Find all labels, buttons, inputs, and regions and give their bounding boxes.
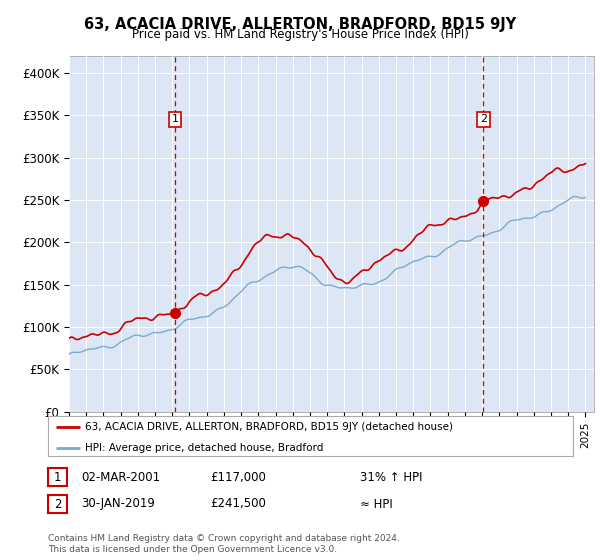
Text: 63, ACACIA DRIVE, ALLERTON, BRADFORD, BD15 9JY: 63, ACACIA DRIVE, ALLERTON, BRADFORD, BD…	[84, 17, 516, 32]
Text: 2: 2	[54, 497, 61, 511]
Text: HPI: Average price, detached house, Bradford: HPI: Average price, detached house, Brad…	[85, 442, 323, 452]
Text: 30-JAN-2019: 30-JAN-2019	[81, 497, 155, 511]
Text: 1: 1	[54, 470, 61, 484]
Text: £241,500: £241,500	[210, 497, 266, 511]
Text: ≈ HPI: ≈ HPI	[360, 497, 393, 511]
Text: 63, ACACIA DRIVE, ALLERTON, BRADFORD, BD15 9JY (detached house): 63, ACACIA DRIVE, ALLERTON, BRADFORD, BD…	[85, 422, 453, 432]
Text: 1: 1	[172, 114, 179, 124]
Text: Contains HM Land Registry data © Crown copyright and database right 2024.
This d: Contains HM Land Registry data © Crown c…	[48, 534, 400, 554]
Text: 2: 2	[480, 114, 487, 124]
Text: Price paid vs. HM Land Registry's House Price Index (HPI): Price paid vs. HM Land Registry's House …	[131, 28, 469, 41]
Text: £117,000: £117,000	[210, 470, 266, 484]
Text: 02-MAR-2001: 02-MAR-2001	[81, 470, 160, 484]
Text: 31% ↑ HPI: 31% ↑ HPI	[360, 470, 422, 484]
